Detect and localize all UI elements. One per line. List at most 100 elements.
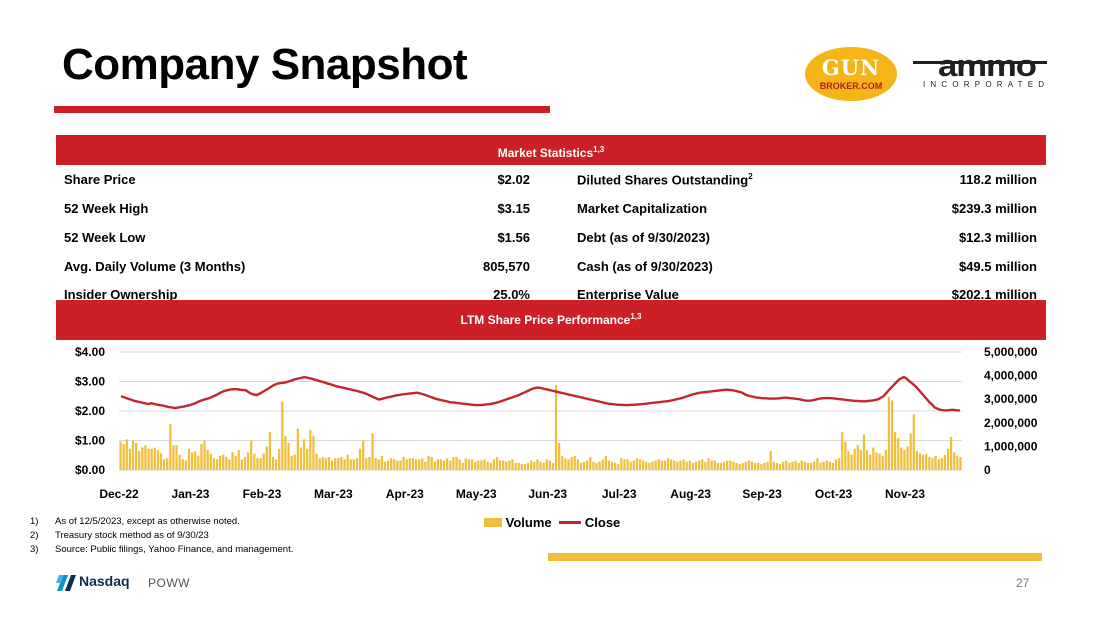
volume-bar <box>483 459 486 470</box>
volume-bar <box>477 460 480 470</box>
volume-bar <box>813 461 816 470</box>
nasdaq-wordmark: Nasdaq <box>79 573 130 589</box>
volume-bar <box>470 459 474 470</box>
page-title: Company Snapshot <box>62 40 468 89</box>
volume-bar <box>828 461 831 470</box>
left-axis-tick-label: $2.00 <box>75 404 105 418</box>
right-axis-tick-label: 3,000,000 <box>984 392 1038 406</box>
volume-bar <box>713 460 716 470</box>
volume-bar <box>262 453 265 470</box>
x-axis-tick-label: Jan-23 <box>171 487 209 501</box>
stat-label-52-week-low: 52 Week Low <box>64 230 146 245</box>
volume-bar <box>166 458 169 470</box>
volume-bar <box>582 461 586 470</box>
volume-bar <box>147 448 150 470</box>
volume-bar <box>327 457 331 470</box>
volume-bar <box>206 449 209 470</box>
volume-bar <box>464 458 467 470</box>
volume-bar <box>595 462 598 470</box>
volume-bar <box>754 462 757 470</box>
volume-bar <box>514 462 517 470</box>
stat-value-52-week-low: $1.56 <box>497 230 530 245</box>
volume-bar <box>679 460 682 470</box>
volume-bar <box>302 439 306 470</box>
volume-bar <box>750 461 754 470</box>
volume-bar <box>446 458 449 470</box>
volume-bar <box>225 457 228 470</box>
volume-bar <box>197 455 200 470</box>
footnote-3: 3) Source: Public filings, Yahoo Finance,… <box>30 544 293 555</box>
volume-bar <box>610 461 614 470</box>
stat-label-enterprise-value: Enterprise Value <box>577 287 679 302</box>
volume-bar <box>710 460 713 470</box>
volume-bar <box>850 454 853 470</box>
volume-bar <box>698 460 701 470</box>
stat-label-52-week-high: 52 Week High <box>64 201 149 216</box>
volume-bar <box>788 462 791 470</box>
volume-bar <box>794 460 797 470</box>
volume-bar <box>825 460 828 470</box>
performance-sup: 1,3 <box>630 312 642 321</box>
stat-value-avg-volume: 805,570 <box>483 259 530 274</box>
chart-legend: Volume Close <box>484 514 624 530</box>
volume-bar <box>330 460 334 470</box>
volume-bar <box>648 462 651 470</box>
x-axis-tick-label: May-23 <box>456 487 497 501</box>
volume-bar <box>651 461 654 470</box>
volume-bar <box>455 457 458 470</box>
footer-accent-bar <box>548 553 1042 561</box>
volume-bar <box>390 458 393 470</box>
volume-bar <box>638 459 642 470</box>
volume-bar <box>806 462 810 470</box>
stat-value-diluted-shares: 118.2 million <box>959 172 1037 187</box>
volume-bar <box>517 462 520 470</box>
market-statistics-header: Market Statistics1,3 <box>56 135 1046 165</box>
volume-bar <box>396 460 399 470</box>
volume-bar <box>218 455 222 470</box>
left-axis-tick-label: $4.00 <box>75 345 105 359</box>
volume-bar <box>623 459 626 470</box>
volume-bar <box>925 453 928 470</box>
stat-label-avg-volume: Avg. Daily Volume (3 Months) <box>64 259 246 274</box>
volume-bar <box>592 461 595 470</box>
volume-bar <box>601 459 604 470</box>
volume-bar <box>570 457 573 470</box>
ammo-logo-sub: INCORPORATED <box>923 80 1050 89</box>
volume-bar <box>887 396 891 470</box>
stat-label-diluted-shares-text: Diluted Shares Outstanding <box>577 172 749 188</box>
volume-bar <box>921 454 925 470</box>
volume-bar <box>523 464 527 470</box>
volume-bar <box>607 460 611 470</box>
volume-bar <box>722 461 726 470</box>
close-series-line <box>120 375 960 412</box>
page-number: 27 <box>1016 576 1030 590</box>
stat-label-share-price: Share Price <box>64 172 136 187</box>
volume-bar <box>131 440 135 470</box>
volume-bar <box>228 459 231 470</box>
volume-bar <box>741 462 744 470</box>
title-underline <box>54 106 550 113</box>
footnote-2: 2) Treasury stock method as of 9/30/23 <box>30 530 209 541</box>
volume-bar <box>190 452 194 470</box>
volume-bar <box>897 438 900 470</box>
market-statistics-title: Market Statistics <box>497 146 594 160</box>
volume-bar <box>492 459 495 470</box>
volume-bar <box>822 461 825 470</box>
volume-bar <box>735 462 738 470</box>
market-statistics-sup: 1,3 <box>593 145 605 154</box>
volume-bar <box>716 462 719 470</box>
volume-bar <box>890 400 894 470</box>
volume-bar <box>461 462 464 470</box>
performance-title: LTM Share Price Performance <box>460 313 631 327</box>
volume-bar <box>172 445 175 470</box>
volume-bar <box>237 449 240 470</box>
volume-bar <box>215 459 219 470</box>
volume-bar <box>442 460 446 470</box>
volume-bar <box>663 460 667 470</box>
volume-bar <box>175 445 178 470</box>
volume-bar <box>296 428 299 470</box>
x-axis-tick-label: Jun-23 <box>528 487 567 501</box>
ammo-logo-rule <box>913 61 1047 64</box>
volume-bar <box>209 453 212 470</box>
volume-bar <box>253 453 256 470</box>
